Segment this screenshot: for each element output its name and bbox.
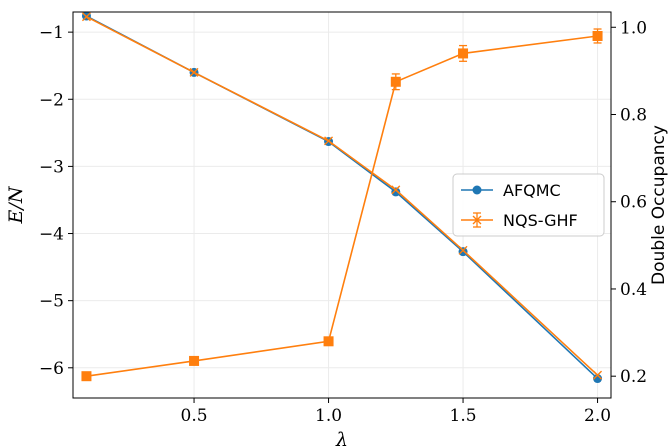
data-point — [391, 185, 401, 195]
data-point — [593, 374, 603, 384]
y-right-tick-label: 1.0 — [620, 18, 647, 38]
y-tick-label: −6 — [39, 359, 64, 379]
x-tick-label: 2.0 — [584, 406, 611, 426]
y-right-tick-label: 0.6 — [620, 193, 647, 213]
y-tick-label: −1 — [39, 23, 64, 43]
data-point — [81, 371, 92, 382]
y-right-tick-label: 0.2 — [620, 367, 647, 387]
legend-label: AFQMC — [503, 181, 561, 200]
y-right-tick-label: 0.8 — [620, 105, 647, 125]
data-point — [189, 67, 199, 77]
series-line — [86, 35, 598, 377]
y-axis-right-label: Double Occupancy — [649, 125, 669, 285]
legend-marker — [472, 185, 482, 195]
series-line — [86, 15, 599, 376]
axes-frame — [72, 11, 612, 399]
legend: AFQMC NQS-GHF — [452, 173, 605, 237]
y-right-tick-label: 0.4 — [620, 280, 647, 300]
y-tick-label: −3 — [39, 157, 64, 177]
y-axis-label: E/N — [5, 185, 27, 224]
y-tick-label: −5 — [39, 292, 64, 312]
y-tick-label: −4 — [39, 225, 64, 245]
data-point — [81, 12, 91, 22]
data-point — [390, 76, 401, 87]
x-tick-label: 1.5 — [450, 406, 477, 426]
ticks: 0.5 1.0 1.5 2.0 −1 −2 −3 −4 −5 −6 1.0 0.8 0.6 0.4 0.2 — [39, 18, 647, 426]
data-point — [391, 187, 401, 197]
y-tick-label: −2 — [39, 90, 64, 110]
legend-marker — [472, 215, 482, 225]
series-double-occupancy — [81, 28, 603, 382]
data-point — [593, 370, 603, 380]
data-point — [592, 30, 603, 41]
plot-area — [81, 11, 603, 384]
x-tick-label: 1.0 — [315, 406, 342, 426]
data-point — [458, 247, 468, 257]
data-point — [458, 245, 468, 255]
data-point — [458, 48, 469, 59]
series-nqs-ghf — [81, 12, 603, 380]
data-point — [189, 355, 200, 366]
data-point — [323, 336, 334, 347]
x-axis-label: λ — [335, 429, 348, 448]
x-tick-label: 0.5 — [181, 406, 208, 426]
grid — [73, 12, 611, 398]
data-point — [324, 136, 334, 146]
legend-label: NQS-GHF — [503, 211, 578, 230]
